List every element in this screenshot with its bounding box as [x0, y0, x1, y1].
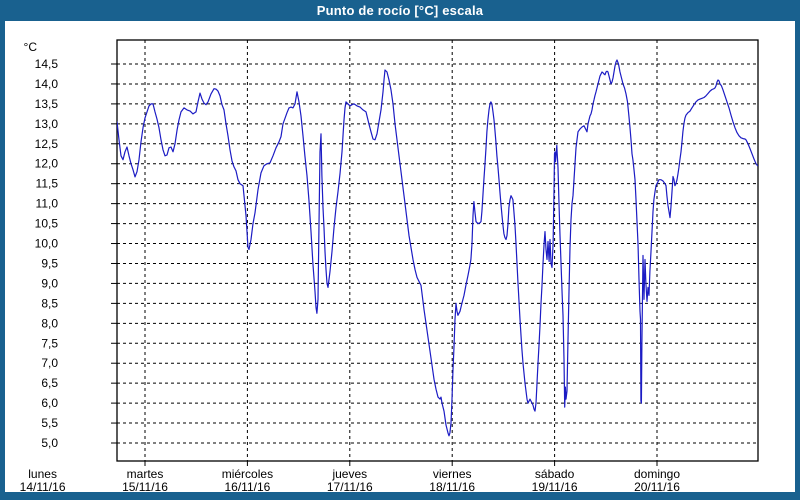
window-title-bar: Punto de rocío [°C] escala	[0, 0, 800, 21]
plot-border	[116, 39, 759, 462]
day-date-label: 16/11/16	[224, 480, 270, 492]
series-line	[117, 59, 758, 437]
y-tick-label: 12,0	[35, 157, 59, 171]
day-name-label: viernes	[433, 467, 472, 481]
y-tick-label: 9,0	[41, 276, 58, 290]
y-tick-label: 14,0	[35, 77, 59, 91]
gridlines	[117, 40, 758, 461]
day-date-label: 14/11/16	[20, 480, 66, 492]
day-date-label: 19/11/16	[532, 480, 578, 492]
y-tick-label: 11,5	[36, 177, 59, 191]
y-tick-label: 13,0	[35, 117, 59, 131]
day-name-label: jueves	[331, 467, 367, 481]
y-tick-label: 6,0	[41, 396, 58, 410]
y-tick-label: 8,0	[41, 316, 58, 330]
dew-point-chart: 14,5 14,0 13,5 13,0 12,5 12,0 11,5 11,0 10,5 10,0…	[20, 39, 759, 492]
y-axis: 14,5 14,0 13,5 13,0 12,5 12,0 11,5 11,0 10,5 10,0…	[24, 40, 117, 450]
y-tick-label: 8,5	[41, 296, 58, 310]
y-tick-label: 5,0	[41, 436, 58, 450]
day-date-label: 15/11/16	[122, 480, 168, 492]
day-date-label: 20/11/16	[634, 480, 680, 492]
y-axis-unit-label: °C	[24, 40, 38, 54]
day-name-label: sábado	[535, 467, 575, 481]
day-name-label: miércoles	[222, 467, 273, 481]
y-tick-label: 10,0	[35, 237, 59, 251]
y-tick-label: 14,5	[35, 57, 59, 71]
y-tick-label: 11,0	[36, 197, 59, 211]
plot-area: 14,5 14,0 13,5 13,0 12,5 12,0 11,5 11,0 10,5 10,0…	[5, 21, 795, 492]
day-date-label: 18/11/16	[429, 480, 475, 492]
y-tick-label: 13,5	[35, 97, 59, 111]
day-name-label: domingo	[634, 467, 680, 481]
chart-title: Punto de rocío [°C] escala	[316, 3, 484, 18]
y-tick-label: 9,5	[41, 256, 58, 270]
day-name-label: martes	[127, 467, 164, 481]
day-name-label: lunes	[28, 467, 57, 481]
y-tick-label: 6,5	[41, 376, 58, 390]
y-tick-label: 10,5	[35, 217, 59, 231]
day-date-label: 17/11/16	[327, 480, 373, 492]
dew-point-series	[117, 59, 758, 437]
y-tick-label: 5,5	[41, 416, 58, 430]
y-tick-label: 7,0	[41, 356, 58, 370]
y-tick-label: 7,5	[41, 336, 58, 350]
y-tick-label: 12,5	[35, 137, 59, 151]
